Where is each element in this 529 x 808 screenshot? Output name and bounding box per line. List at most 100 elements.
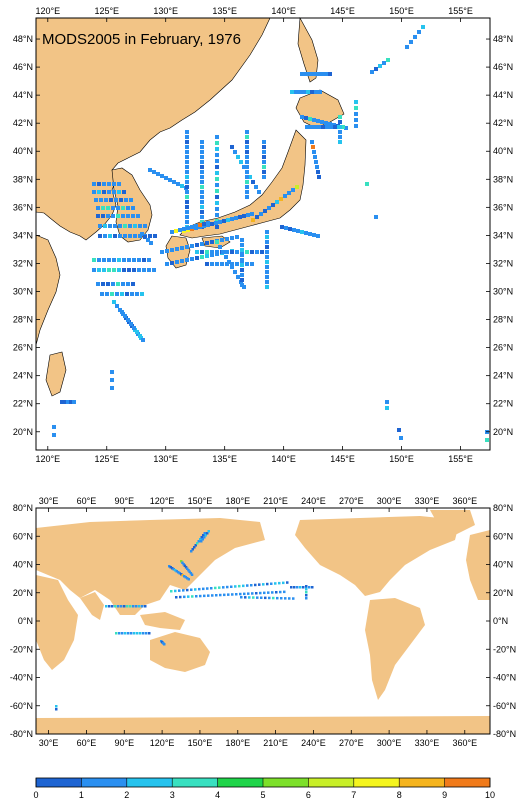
observation-cell: [174, 229, 178, 233]
observation-cell: [305, 597, 308, 600]
observation-cell: [316, 72, 320, 76]
observation-cell: [117, 605, 120, 608]
observation-cell: [200, 180, 204, 184]
observation-cell: [287, 191, 291, 195]
observation-cell: [312, 72, 316, 76]
colorbar-label: 7: [351, 790, 356, 800]
observation-cell: [186, 226, 190, 230]
observation-cell: [156, 172, 160, 176]
observation-cell: [386, 58, 390, 62]
observation-cell: [111, 605, 114, 608]
observation-cell: [215, 262, 219, 266]
observation-cell: [185, 150, 189, 154]
observation-cell: [265, 285, 269, 289]
observation-cell: [152, 170, 156, 174]
observation-cell: [97, 258, 101, 262]
observation-cell: [184, 566, 188, 569]
observation-cell: [180, 573, 183, 576]
observation-cell: [338, 115, 342, 119]
lat-tick-label: 48°N: [493, 34, 513, 44]
observation-cell: [115, 304, 119, 308]
observation-cell: [160, 250, 164, 254]
observation-cell: [313, 125, 317, 129]
observation-cell: [199, 538, 202, 541]
observation-cell: [149, 241, 153, 245]
observation-cell: [238, 215, 242, 219]
observation-cell: [259, 212, 263, 216]
observation-cell: [185, 160, 189, 164]
observation-cell: [194, 588, 197, 591]
observation-cell: [170, 261, 174, 265]
observation-cell: [101, 282, 105, 286]
lat-tick-label: 20°N: [493, 427, 513, 437]
observation-cell: [220, 238, 224, 242]
observation-cell: [242, 214, 246, 218]
observation-cell: [328, 72, 332, 76]
observation-cell: [247, 592, 250, 595]
observation-cell: [176, 182, 180, 186]
observation-cell: [136, 214, 140, 218]
observation-cell: [146, 238, 150, 242]
observation-cell: [409, 40, 413, 44]
observation-cell: [215, 201, 219, 205]
observation-cell: [255, 592, 258, 595]
observation-cell: [92, 258, 96, 262]
observation-cell: [117, 190, 121, 194]
observation-cell: [236, 155, 240, 159]
colorbar-label: 0: [33, 790, 38, 800]
observation-cell: [205, 250, 209, 254]
observation-cell: [240, 283, 244, 287]
observation-cell: [215, 207, 219, 211]
observation-cell: [198, 223, 202, 227]
observation-cell: [199, 594, 202, 598]
observation-cell: [174, 589, 177, 593]
lat-tick-label: 28°N: [13, 315, 33, 325]
observation-cell: [110, 370, 114, 374]
observation-cell: [235, 593, 238, 596]
observation-cell: [215, 250, 219, 254]
observation-cell: [190, 550, 193, 553]
observation-cell: [115, 632, 118, 635]
observation-cell: [206, 587, 209, 590]
colorbar-label: 6: [306, 790, 311, 800]
observation-cell: [260, 250, 264, 254]
observation-cell: [275, 200, 279, 204]
observation-cell: [140, 232, 144, 236]
lat-tick-label: -40°N: [493, 673, 516, 683]
observation-cell: [112, 190, 116, 194]
observation-cell: [282, 581, 285, 585]
observation-cell: [311, 145, 315, 149]
observation-cell: [148, 234, 152, 238]
observation-cell: [97, 268, 101, 272]
observation-cell: [215, 165, 219, 169]
lon-tick-label: 150°E: [389, 6, 414, 16]
observation-cell: [354, 106, 358, 110]
observation-cell: [180, 560, 183, 563]
observation-cell: [230, 262, 234, 266]
observation-cell: [185, 200, 189, 204]
observation-cell: [200, 150, 204, 154]
observation-cell: [129, 322, 133, 326]
observation-cell: [382, 61, 386, 65]
observation-cell: [104, 198, 108, 202]
observation-cell: [214, 586, 217, 590]
observation-cell: [200, 185, 204, 189]
observation-cell: [112, 258, 116, 262]
observation-cell: [185, 175, 189, 179]
observation-cell: [374, 215, 378, 219]
observation-cell: [271, 591, 274, 594]
lon-tick-label: 300°E: [377, 738, 402, 748]
observation-cell: [180, 259, 184, 263]
observation-cell: [130, 632, 133, 635]
observation-cell: [265, 275, 269, 279]
observation-cell: [255, 250, 259, 254]
observation-cell: [135, 605, 138, 608]
observation-cell: [251, 218, 255, 222]
observation-cell: [306, 90, 310, 94]
observation-cell: [245, 160, 249, 164]
observation-cell: [202, 534, 205, 537]
map-title: MODS2005 in February, 1976: [42, 31, 241, 48]
observation-cell: [183, 564, 187, 567]
lon-tick-label: 155°E: [448, 6, 473, 16]
